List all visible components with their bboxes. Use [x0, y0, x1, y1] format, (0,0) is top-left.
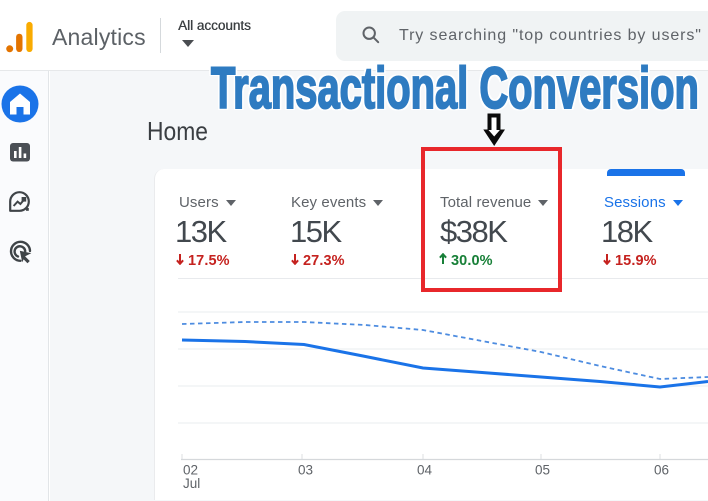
svg-text:03: 03 — [298, 463, 313, 478]
svg-text:Jul: Jul — [183, 476, 200, 491]
svg-text:06: 06 — [654, 463, 669, 478]
svg-text:04: 04 — [417, 463, 433, 478]
svg-text:05: 05 — [535, 463, 550, 478]
svg-text:02: 02 — [183, 463, 198, 478]
